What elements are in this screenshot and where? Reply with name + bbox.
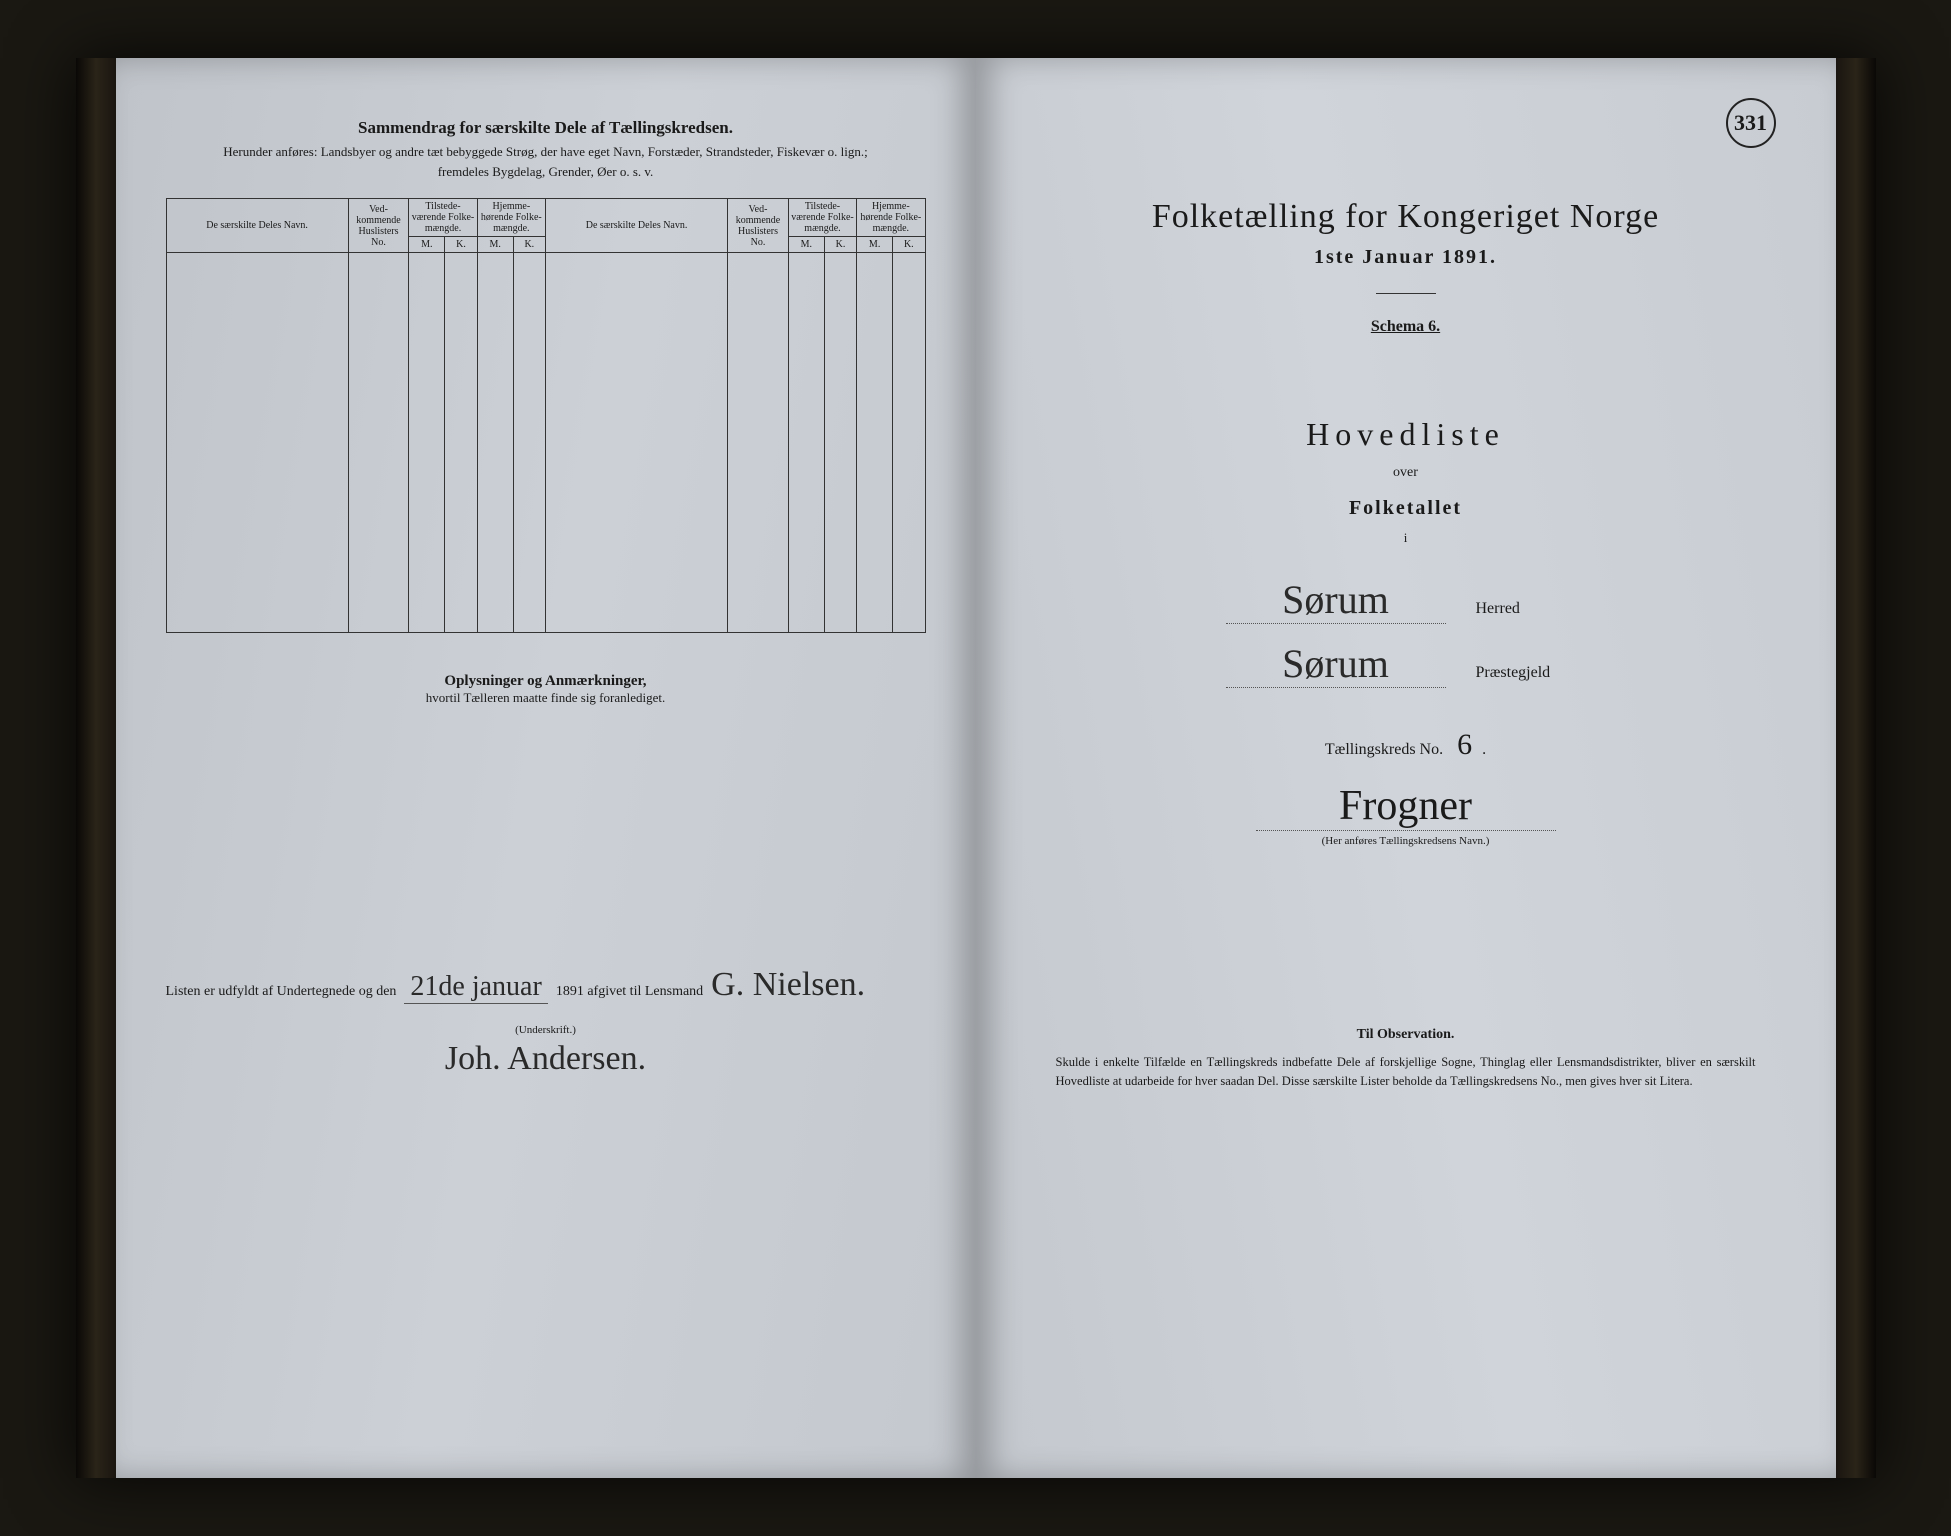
col-k: K.	[445, 237, 477, 253]
sign-name-1: G. Nielsen.	[711, 966, 865, 1004]
left-subtitle-2: fremdeles Bygdelag, Grender, Øer o. s. v…	[166, 164, 926, 180]
praestegjeld-row: Sørum Præstegjeld	[1026, 640, 1786, 688]
col-k: K.	[513, 237, 545, 253]
sign-prefix: Listen er udfyldt af Undertegnede og den	[166, 984, 397, 1000]
left-page: Sammendrag for særskilte Dele af Tælling…	[116, 58, 976, 1478]
col-m: M.	[477, 237, 513, 253]
book-spread: Sammendrag for særskilte Dele af Tælling…	[76, 58, 1876, 1478]
col-hjemme-2: Hjemme-hørende Folke-mængde.	[857, 199, 925, 237]
oplysninger-sub: hvortil Tælleren maatte finde sig foranl…	[166, 690, 926, 706]
table-body-row	[166, 253, 925, 633]
folketallet-label: Folketallet	[1026, 497, 1786, 520]
col-name-1: De særskilte Deles Navn.	[166, 199, 348, 253]
herred-value: Sørum	[1226, 576, 1446, 624]
sign-year: 1891 afgivet til Lensmand	[556, 984, 703, 1000]
underskrift-label: (Underskrift.)	[166, 1024, 926, 1036]
col-tilstede-1: Tilstede-værende Folke-mængde.	[409, 199, 477, 237]
ledger-table: De særskilte Deles Navn. Ved-kommende Hu…	[166, 198, 926, 633]
oplysninger-title: Oplysninger og Anmærkninger,	[166, 673, 926, 690]
census-title: Folketælling for Kongeriget Norge	[1026, 198, 1786, 236]
col-m: M.	[857, 237, 893, 253]
kreds-number: 6	[1447, 728, 1482, 761]
schema-label: Schema 6.	[1026, 318, 1786, 336]
herred-label: Herred	[1476, 600, 1586, 618]
binding-left	[76, 58, 116, 1478]
census-date: 1ste Januar 1891.	[1026, 246, 1786, 269]
kreds-row: Tællingskreds No. 6.	[1026, 728, 1786, 762]
i-label: i	[1026, 530, 1786, 546]
page-number: 331	[1726, 98, 1776, 148]
col-m: M.	[788, 237, 824, 253]
sign-date: 21de januar	[404, 971, 547, 1004]
signature-line: Listen er udfyldt af Undertegnede og den…	[166, 966, 926, 1004]
observation-body: Skulde i enkelte Tilfælde en Tællingskre…	[1056, 1053, 1756, 1091]
over-label: over	[1026, 465, 1786, 481]
kreds-label: Tællingskreds No.	[1325, 741, 1443, 758]
kreds-name-row: Frogner	[1026, 782, 1786, 831]
praest-label: Præstegjeld	[1476, 664, 1586, 682]
divider	[1376, 293, 1436, 294]
left-subtitle-1: Herunder anføres: Landsbyer og andre tæt…	[166, 144, 926, 160]
col-k: K.	[824, 237, 856, 253]
left-title: Sammendrag for særskilte Dele af Tælling…	[166, 118, 926, 138]
col-m: M.	[409, 237, 445, 253]
kreds-hint: (Her anføres Tællingskredsens Navn.)	[1026, 835, 1786, 847]
col-tilstede-2: Tilstede-værende Folke-mængde.	[788, 199, 856, 237]
col-k: K.	[893, 237, 925, 253]
herred-row: Sørum Herred	[1026, 576, 1786, 624]
sign-name-2: Joh. Andersen.	[445, 1040, 646, 1077]
binding-right	[1836, 58, 1876, 1478]
right-page: 331 Folketælling for Kongeriget Norge 1s…	[976, 58, 1836, 1478]
col-ved-2: Ved-kommende Huslisters No.	[728, 199, 789, 253]
col-name-2: De særskilte Deles Navn.	[545, 199, 727, 253]
col-ved-1: Ved-kommende Huslisters No.	[348, 199, 409, 253]
hovedliste-title: Hovedliste	[1026, 416, 1786, 453]
col-hjemme-1: Hjemme-hørende Folke-mængde.	[477, 199, 545, 237]
kreds-name: Frogner	[1256, 782, 1556, 831]
praest-value: Sørum	[1226, 640, 1446, 688]
observation-title: Til Observation.	[1026, 1027, 1786, 1043]
